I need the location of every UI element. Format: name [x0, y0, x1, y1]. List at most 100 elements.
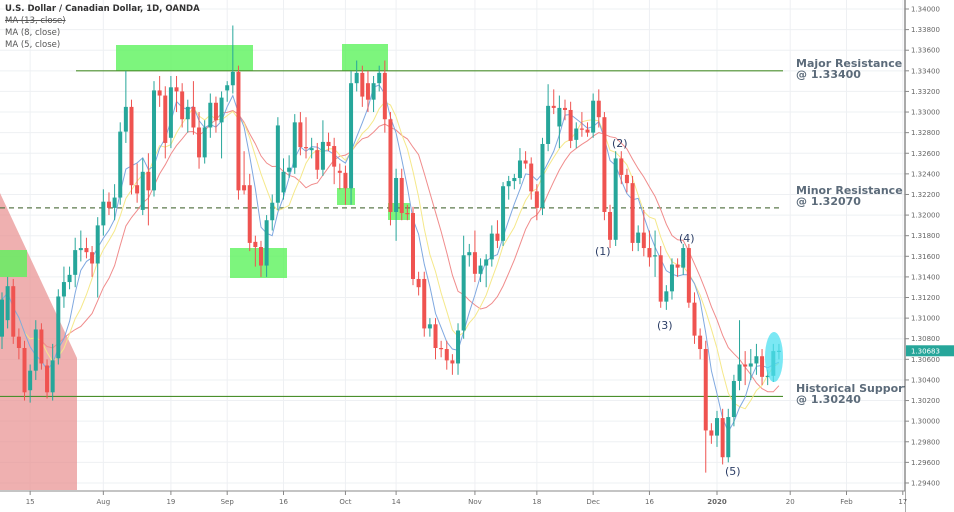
candle-body: [264, 220, 269, 266]
candle-body: [602, 117, 607, 212]
candle: [337, 163, 342, 190]
legend-ma5[interactable]: MA (5, close): [5, 40, 61, 50]
candle: [641, 209, 646, 257]
downtrend-channel-shading: [0, 193, 77, 490]
candle: [275, 117, 280, 210]
candle-body: [715, 418, 720, 436]
time-axis-bg[interactable]: [0, 491, 905, 512]
candle-body: [129, 106, 134, 186]
candle-body: [61, 282, 66, 297]
candle: [754, 343, 759, 375]
time-tick-label: Aug: [97, 498, 111, 506]
candle: [686, 243, 691, 308]
candle: [760, 349, 765, 386]
price-tick-label: 1.30600: [911, 356, 940, 364]
zone-box: [230, 248, 287, 278]
candle-body: [298, 122, 303, 148]
symbol-title[interactable]: U.S. Dollar / Canadian Dollar, 1D, OANDA: [5, 4, 200, 14]
candle: [242, 151, 247, 195]
candle: [568, 101, 573, 149]
candle: [0, 292, 4, 350]
support-resistance-zones: [0, 44, 410, 278]
candle-body: [444, 349, 449, 361]
time-tick-label: 16: [279, 498, 288, 506]
time-tick-label: Dec: [586, 498, 600, 506]
candle-body: [669, 264, 674, 292]
minor-resistance-title: Minor Resistance: [796, 184, 903, 197]
candle: [410, 206, 415, 286]
candle-body: [472, 252, 477, 274]
candle: [157, 75, 162, 107]
price-tick-label: 1.33600: [911, 47, 940, 55]
candle: [287, 155, 292, 178]
candle: [591, 93, 596, 138]
price-axis-ticks: 1.34000 1.33800 1.33600 1.33400 1.33200 1.330…: [905, 6, 940, 487]
candle-body: [163, 95, 168, 143]
candle-body: [709, 430, 714, 436]
candle-body: [213, 102, 218, 121]
candle-body: [16, 336, 21, 349]
candle-body: [619, 158, 624, 175]
candle-body: [422, 278, 427, 329]
candle-body: [219, 97, 224, 123]
candle: [371, 75, 376, 113]
candle-body: [726, 417, 731, 458]
price-tick-label: 1.29400: [911, 479, 940, 487]
zone-box: [388, 203, 410, 220]
candle: [720, 408, 725, 465]
candle-body: [737, 364, 742, 381]
candle: [101, 189, 106, 236]
candle-body: [743, 364, 748, 367]
price-tick-label: 1.30200: [911, 397, 940, 405]
time-tick-label: 17: [898, 498, 907, 506]
price-tick-label: 1.32400: [911, 170, 940, 178]
candle: [551, 89, 556, 115]
candle-body: [585, 129, 590, 133]
candle: [444, 340, 449, 370]
legend-ma8[interactable]: MA (8, close): [5, 28, 61, 38]
candle-body: [168, 87, 173, 138]
candle-body: [534, 191, 539, 208]
candle-body: [101, 201, 106, 226]
candle-body: [641, 232, 646, 249]
candle-body: [281, 171, 286, 193]
candle-body: [681, 248, 686, 268]
candle-body: [512, 177, 517, 182]
candle: [664, 285, 669, 310]
candle: [495, 220, 500, 249]
candle-body: [287, 167, 292, 172]
zone-box: [0, 250, 27, 277]
candle: [332, 137, 337, 185]
time-tick-label: 20: [786, 498, 795, 506]
price-tick-label: 1.30400: [911, 376, 940, 384]
price-axis-bg[interactable]: [905, 0, 954, 512]
candle: [247, 173, 252, 252]
candle-body: [106, 201, 111, 208]
candle: [596, 89, 601, 128]
grid: [0, 0, 905, 491]
candle: [67, 266, 72, 290]
candle-body: [433, 324, 438, 349]
candle: [61, 266, 66, 308]
candle: [219, 91, 224, 159]
candle: [326, 132, 331, 152]
major-resistance-value: @ 1.33400: [796, 68, 861, 81]
candle-body: [557, 107, 562, 127]
candle: [377, 65, 382, 92]
candle-body: [22, 348, 27, 393]
candle-body: [67, 274, 72, 283]
time-tick-label: Sep: [221, 498, 235, 506]
candle-body: [664, 291, 669, 302]
elliott-wave-labels: (1) (2) (3) (4) (5): [595, 137, 741, 478]
candle: [146, 153, 151, 226]
candle-body: [388, 119, 393, 212]
candle-body: [304, 147, 309, 149]
candle-body: [563, 107, 567, 110]
candle-body: [399, 177, 404, 214]
candle: [349, 70, 354, 205]
candle-body: [349, 83, 354, 189]
candle-body: [517, 160, 522, 178]
candle-body: [320, 141, 325, 170]
legend-ma13[interactable]: MA (13, close): [5, 16, 66, 26]
